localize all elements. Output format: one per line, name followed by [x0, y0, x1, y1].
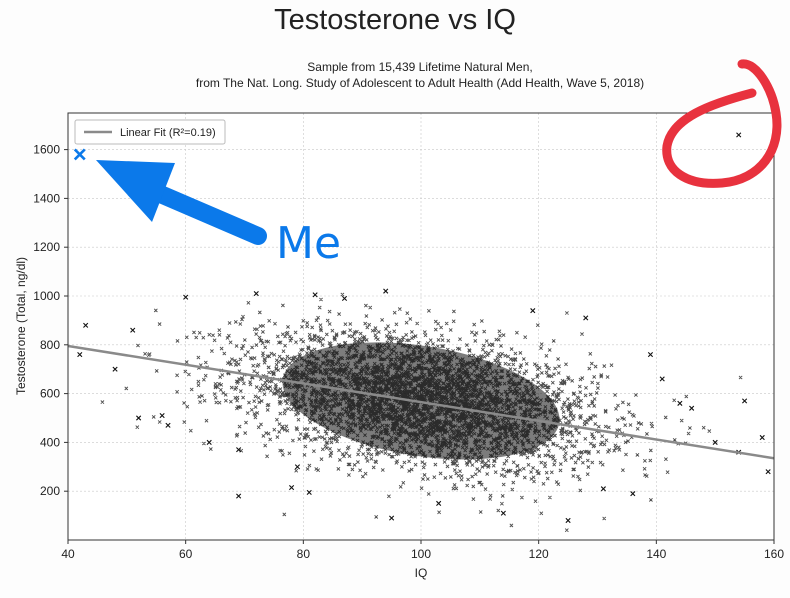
scatter-point	[759, 434, 765, 441]
scatter-point	[765, 469, 771, 475]
me-arrow-head	[96, 160, 175, 222]
x-axis-label: IQ	[415, 566, 428, 580]
highlighted-point-marker	[73, 148, 86, 161]
y-tick-label: 600	[40, 387, 60, 401]
scatter-point	[388, 515, 395, 521]
y-tick-label: 400	[40, 435, 60, 449]
scatter-point	[600, 486, 606, 492]
scatter-outliers	[77, 132, 771, 524]
scatter-point	[647, 351, 654, 358]
y-tick-label: 1400	[33, 191, 60, 205]
grid-lines	[67, 113, 775, 540]
scatter-point	[312, 292, 318, 298]
x-tick-label: 40	[61, 547, 75, 561]
scatter-point	[583, 315, 589, 321]
scatter-point	[236, 447, 242, 453]
scatter-point	[630, 491, 636, 497]
scatter-point	[677, 400, 683, 406]
scatter-point	[288, 484, 295, 491]
y-tick-label: 1600	[33, 143, 60, 157]
scatter-point	[383, 288, 389, 294]
me-arrow-shaft	[149, 184, 267, 245]
scatter-point	[83, 322, 89, 328]
x-axis-ticks: 40 60 80 100 120 140 160	[61, 540, 784, 561]
scatter-point	[130, 327, 136, 333]
scatter-point	[165, 422, 171, 428]
x-tick-label: 100	[411, 547, 431, 561]
y-tick-label: 800	[40, 338, 60, 352]
me-label: Me	[276, 218, 341, 269]
scatter-point	[77, 351, 83, 358]
scatter-point	[159, 412, 165, 419]
y-tick-label: 1200	[33, 240, 60, 254]
x-tick-label: 160	[764, 547, 784, 561]
red-circle-annotation	[662, 59, 782, 188]
scatter-point	[183, 294, 189, 300]
y-axis-ticks: 200 400 600 800 1000 1200 1400 1600	[33, 143, 68, 498]
scatter-point	[112, 366, 118, 372]
scatter-point	[206, 439, 212, 445]
chart-title: Testosterone vs IQ	[274, 4, 516, 36]
scatter-point	[712, 439, 718, 445]
me-arrow	[96, 160, 267, 245]
y-tick-label: 1000	[33, 289, 60, 303]
scatter-point	[530, 308, 536, 314]
legend-box	[74, 119, 226, 145]
scatter-point	[236, 493, 242, 499]
scatter-point	[565, 517, 571, 524]
scatter-point	[136, 415, 142, 421]
y-tick-label: 200	[40, 484, 60, 498]
scatter-point	[306, 489, 312, 496]
x-tick-label: 140	[646, 547, 666, 561]
chart-subtitle-line-1: Sample from 15,439 Lifetime Natural Men,	[307, 60, 533, 74]
scatter-point	[436, 500, 442, 506]
scatter-point	[689, 405, 695, 411]
x-tick-label: 120	[529, 547, 549, 561]
scatter-point	[341, 295, 348, 302]
scatter-point	[253, 290, 259, 297]
scatter-point	[741, 398, 748, 404]
linear-fit-line	[68, 344, 774, 460]
y-axis-label: Testosterone (Total, ng/dl)	[14, 257, 28, 395]
x-tick-label: 60	[179, 547, 193, 561]
legend-entry-linear-fit: Linear Fit (R²=0.19)	[120, 127, 216, 139]
x-tick-label: 80	[297, 547, 311, 561]
scatter-point	[736, 132, 742, 138]
legend: Linear Fit (R²=0.19)	[74, 119, 226, 145]
scatter-point	[294, 464, 301, 470]
scatter-point	[500, 510, 506, 516]
chart-subtitle-line-2: from The Nat. Long. Study of Adolescent …	[195, 76, 645, 90]
scatter-point	[659, 376, 665, 382]
highlighted-point	[73, 148, 86, 161]
